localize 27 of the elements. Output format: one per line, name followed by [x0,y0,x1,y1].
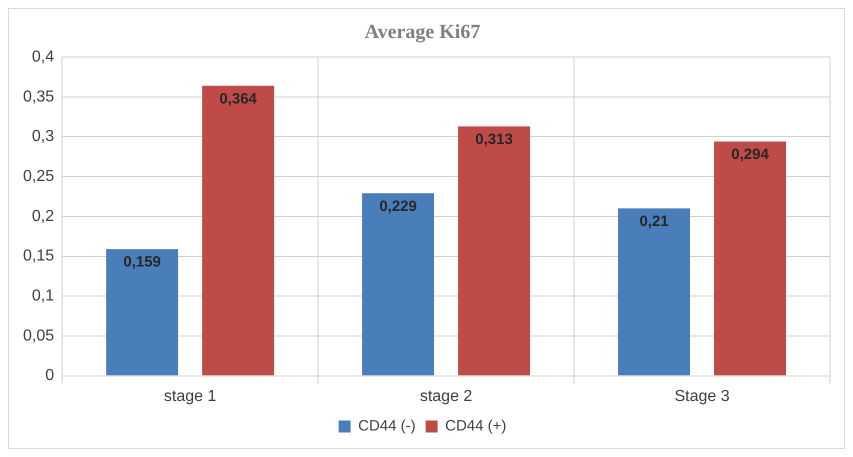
bar [362,193,434,376]
y-tick-label: 0,05 [23,327,54,344]
legend-label: CD44 (+) [445,418,506,435]
y-tick-label: 0,2 [32,208,54,225]
y-tick-label: 0 [45,367,54,384]
bar [106,249,178,376]
y-tick-label: 0,3 [32,128,54,146]
data-label: 0,21 [639,213,669,230]
data-label: 0,364 [219,90,258,108]
chart-title: Average Ki67 [364,21,480,44]
x-tick-label: stage 2 [420,388,472,405]
bar [202,86,274,376]
y-tick-label: 0,35 [23,88,54,106]
data-label: 0,313 [475,130,513,148]
data-label: 0,159 [123,254,161,271]
legend-label: CD44 (-) [358,418,416,435]
y-tick-label: 0,15 [23,248,54,265]
y-tick-label: 0,25 [23,168,54,185]
y-tick-label: 0,1 [32,288,54,305]
data-label: 0,229 [379,198,417,215]
x-tick-label: Stage 3 [674,388,730,405]
y-tick-label: 0,4 [32,48,54,66]
x-tick-label: stage 1 [164,388,216,405]
data-label: 0,294 [731,146,770,164]
bar [458,126,530,376]
bar [618,208,690,376]
bar [714,141,786,376]
